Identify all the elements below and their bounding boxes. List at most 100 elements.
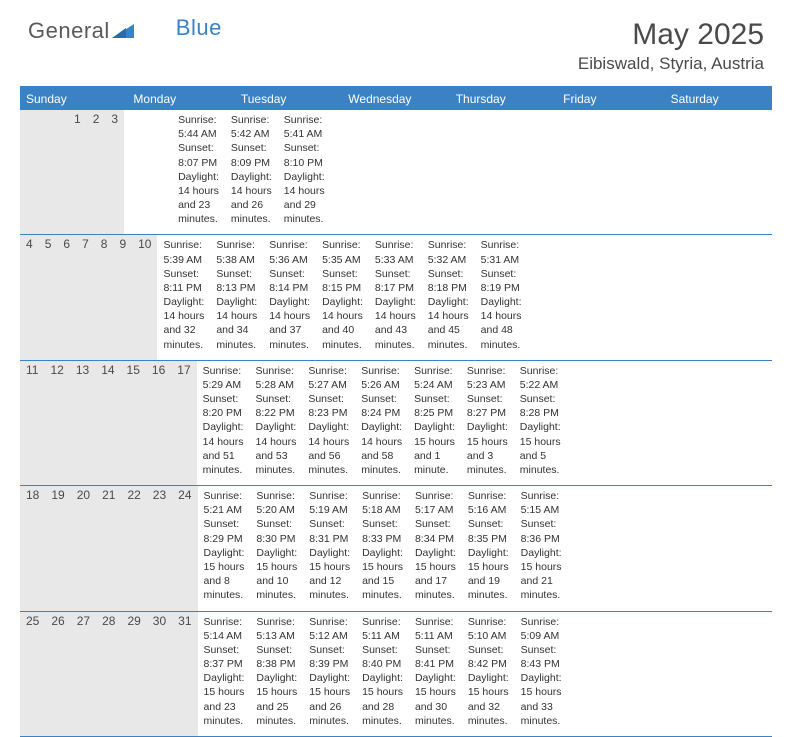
sunset-text: Sunset: 8:38 PM	[256, 643, 297, 671]
day-number-row: 45678910	[20, 235, 157, 359]
sunrise-text: Sunrise: 5:15 AM	[521, 489, 562, 517]
day-number-row: 123	[20, 110, 124, 234]
day-number	[20, 110, 32, 234]
sunset-text: Sunset: 8:42 PM	[468, 643, 509, 671]
daylight-text: Daylight: 14 hours and 34 minutes.	[216, 295, 257, 352]
sunrise-text: Sunrise: 5:26 AM	[361, 364, 402, 392]
logo-triangle-icon	[112, 18, 134, 44]
sunset-text: Sunset: 8:36 PM	[521, 517, 562, 545]
day-number: 11	[20, 361, 44, 485]
sunset-text: Sunset: 8:35 PM	[468, 517, 509, 545]
daylight-text: Daylight: 15 hours and 32 minutes.	[468, 671, 509, 728]
day-number: 28	[96, 612, 121, 736]
logo-text-2: Blue	[176, 15, 222, 41]
day-details-row: Sunrise: 5:29 AMSunset: 8:20 PMDaylight:…	[197, 361, 567, 485]
daylight-text: Daylight: 14 hours and 43 minutes.	[375, 295, 416, 352]
daylight-text: Daylight: 14 hours and 58 minutes.	[361, 420, 402, 477]
sunset-text: Sunset: 8:39 PM	[309, 643, 350, 671]
day-number-row: 18192021222324	[20, 486, 198, 610]
day-number: 12	[44, 361, 69, 485]
daylight-text: Daylight: 15 hours and 26 minutes.	[309, 671, 350, 728]
day-cell: Sunrise: 5:22 AMSunset: 8:28 PMDaylight:…	[514, 361, 567, 485]
day-number: 15	[121, 361, 146, 485]
day-cell: Sunrise: 5:28 AMSunset: 8:22 PMDaylight:…	[249, 361, 302, 485]
daylight-text: Daylight: 14 hours and 32 minutes.	[163, 295, 204, 352]
day-number-row: 11121314151617	[20, 361, 197, 485]
daylight-text: Daylight: 15 hours and 17 minutes.	[415, 546, 456, 603]
calendar: Sunday Monday Tuesday Wednesday Thursday…	[20, 86, 772, 737]
day-cell: Sunrise: 5:16 AMSunset: 8:35 PMDaylight:…	[462, 486, 515, 610]
sunset-text: Sunset: 8:18 PM	[428, 267, 469, 295]
daylight-text: Daylight: 14 hours and 40 minutes.	[322, 295, 363, 352]
daylight-text: Daylight: 14 hours and 51 minutes.	[203, 420, 244, 477]
day-cell: Sunrise: 5:18 AMSunset: 8:33 PMDaylight:…	[356, 486, 409, 610]
day-cell: Sunrise: 5:39 AMSunset: 8:11 PMDaylight:…	[157, 235, 210, 359]
weekday-label: Saturday	[665, 88, 772, 110]
daylight-text: Daylight: 14 hours and 29 minutes.	[284, 170, 325, 227]
sunrise-text: Sunrise: 5:10 AM	[468, 615, 509, 643]
sunrise-text: Sunrise: 5:36 AM	[269, 238, 310, 266]
daylight-text: Daylight: 15 hours and 8 minutes.	[204, 546, 245, 603]
daylight-text: Daylight: 15 hours and 23 minutes.	[204, 671, 245, 728]
day-details-row: Sunrise: 5:14 AMSunset: 8:37 PMDaylight:…	[198, 612, 568, 736]
sunrise-text: Sunrise: 5:39 AM	[163, 238, 204, 266]
day-cell: Sunrise: 5:33 AMSunset: 8:17 PMDaylight:…	[369, 235, 422, 359]
logo-text-1: General	[28, 18, 110, 44]
sunrise-text: Sunrise: 5:12 AM	[309, 615, 350, 643]
sunset-text: Sunset: 8:33 PM	[362, 517, 403, 545]
weekday-label: Thursday	[450, 88, 557, 110]
day-number: 21	[96, 486, 121, 610]
day-cell: Sunrise: 5:41 AMSunset: 8:10 PMDaylight:…	[278, 110, 331, 234]
week-row: 18192021222324Sunrise: 5:21 AMSunset: 8:…	[20, 486, 772, 611]
daylight-text: Daylight: 15 hours and 12 minutes.	[309, 546, 350, 603]
day-number: 7	[76, 235, 95, 359]
day-cell	[148, 110, 160, 234]
day-details-row: Sunrise: 5:21 AMSunset: 8:29 PMDaylight:…	[198, 486, 568, 610]
day-cell: Sunrise: 5:31 AMSunset: 8:19 PMDaylight:…	[475, 235, 528, 359]
day-number: 14	[95, 361, 120, 485]
day-number: 2	[87, 110, 106, 234]
weekday-label: Friday	[557, 88, 664, 110]
sunset-text: Sunset: 8:09 PM	[231, 141, 272, 169]
daylight-text: Daylight: 15 hours and 25 minutes.	[256, 671, 297, 728]
daylight-text: Daylight: 15 hours and 21 minutes.	[521, 546, 562, 603]
day-cell: Sunrise: 5:10 AMSunset: 8:42 PMDaylight:…	[462, 612, 515, 736]
daylight-text: Daylight: 15 hours and 15 minutes.	[362, 546, 403, 603]
day-number: 6	[57, 235, 76, 359]
day-cell: Sunrise: 5:21 AMSunset: 8:29 PMDaylight:…	[198, 486, 251, 610]
week-row: 123Sunrise: 5:44 AMSunset: 8:07 PMDaylig…	[20, 110, 772, 235]
sunrise-text: Sunrise: 5:18 AM	[362, 489, 403, 517]
day-cell: Sunrise: 5:35 AMSunset: 8:15 PMDaylight:…	[316, 235, 369, 359]
sunset-text: Sunset: 8:34 PM	[415, 517, 456, 545]
daylight-text: Daylight: 15 hours and 30 minutes.	[415, 671, 456, 728]
sunset-text: Sunset: 8:19 PM	[481, 267, 522, 295]
sunrise-text: Sunrise: 5:19 AM	[309, 489, 350, 517]
day-number: 17	[171, 361, 196, 485]
sunset-text: Sunset: 8:40 PM	[362, 643, 403, 671]
sunset-text: Sunset: 8:07 PM	[178, 141, 219, 169]
weekday-header: Sunday Monday Tuesday Wednesday Thursday…	[20, 88, 772, 110]
day-cell: Sunrise: 5:29 AMSunset: 8:20 PMDaylight:…	[197, 361, 250, 485]
sunrise-text: Sunrise: 5:11 AM	[362, 615, 403, 643]
sunrise-text: Sunrise: 5:09 AM	[521, 615, 562, 643]
daylight-text: Daylight: 15 hours and 19 minutes.	[468, 546, 509, 603]
day-number: 31	[172, 612, 197, 736]
weekday-label: Monday	[127, 88, 234, 110]
sunrise-text: Sunrise: 5:44 AM	[178, 113, 219, 141]
weekday-label: Tuesday	[235, 88, 342, 110]
daylight-text: Daylight: 14 hours and 23 minutes.	[178, 170, 219, 227]
sunset-text: Sunset: 8:15 PM	[322, 267, 363, 295]
day-cell: Sunrise: 5:38 AMSunset: 8:13 PMDaylight:…	[210, 235, 263, 359]
day-cell: Sunrise: 5:24 AMSunset: 8:25 PMDaylight:…	[408, 361, 461, 485]
day-cell	[160, 110, 172, 234]
day-number: 10	[132, 235, 157, 359]
sunset-text: Sunset: 8:10 PM	[284, 141, 325, 169]
sunset-text: Sunset: 8:23 PM	[308, 392, 349, 420]
sunrise-text: Sunrise: 5:24 AM	[414, 364, 455, 392]
day-cell: Sunrise: 5:23 AMSunset: 8:27 PMDaylight:…	[461, 361, 514, 485]
day-cell: Sunrise: 5:13 AMSunset: 8:38 PMDaylight:…	[250, 612, 303, 736]
sunset-text: Sunset: 8:25 PM	[414, 392, 455, 420]
day-number	[32, 110, 44, 234]
day-number: 8	[95, 235, 114, 359]
sunset-text: Sunset: 8:37 PM	[204, 643, 245, 671]
